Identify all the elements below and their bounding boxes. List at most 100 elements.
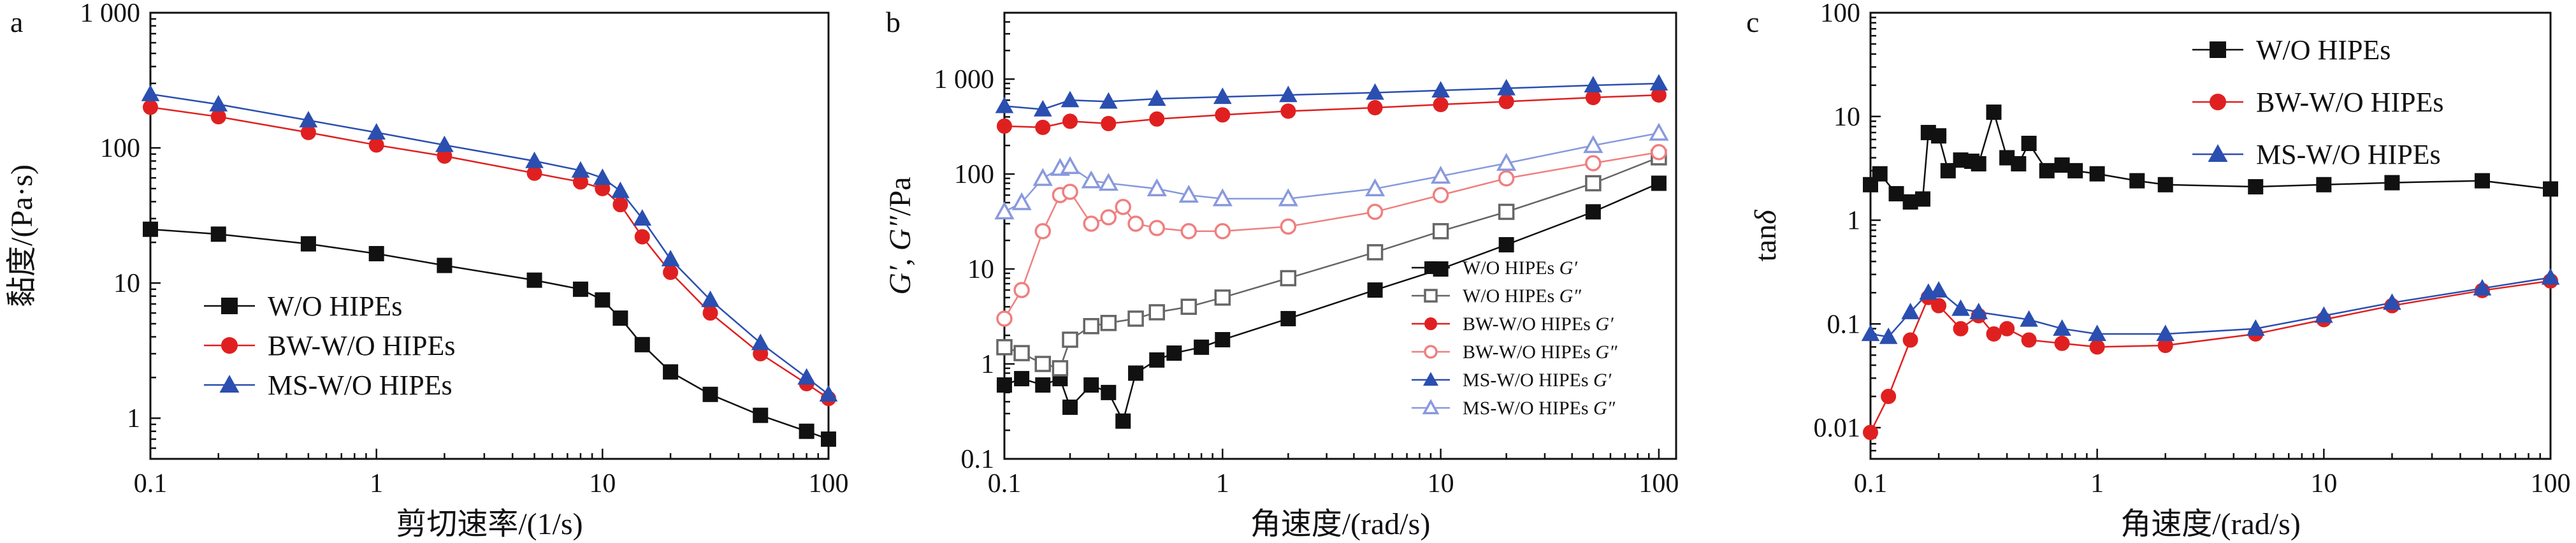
legend-marker [221,298,238,314]
data-point [1062,113,1078,129]
data-point [1940,163,1956,178]
data-point [2384,175,2400,191]
data-point [1127,215,1144,232]
data-point [2067,163,2083,178]
data-point [1367,99,1383,115]
data-point [1931,298,1947,314]
data-point [435,135,454,152]
data-point [1969,303,1988,319]
series-line [1004,132,1660,213]
data-point [2088,324,2107,342]
x-tick-label: 10 [1428,469,1454,498]
y-tick-label: 0.01 [1814,414,1861,443]
data-point [1861,324,1880,342]
data-point [437,257,452,273]
x-tick-label: 1 [2090,469,2104,498]
legend-entry: BW-W/O HIPEs [268,330,456,361]
y-tick-label: 100 [954,160,994,189]
data-point [1035,377,1051,393]
data-point [1585,89,1601,105]
data-point [1999,321,2015,337]
data-point [663,364,679,380]
y-tick-label: 10 [1834,103,1860,132]
data-point [1497,78,1516,96]
data-point [1649,122,1669,141]
data-point [611,181,630,198]
data-point [1062,184,1078,200]
series-bw-w-o-hipes-g2 [996,144,1667,327]
data-point [300,236,316,252]
data-point [1364,178,1386,197]
data-point [1194,339,1210,355]
legend-marker [1424,261,1437,274]
x-tick-label: 100 [809,469,849,498]
data-point [1931,128,1947,144]
x-tick-label: 0.1 [988,469,1022,498]
data-point [1178,184,1199,203]
plot-frame [1869,11,2552,460]
data-point [1101,384,1117,400]
y-tick-label: 10 [967,255,994,284]
series-line [1870,277,2551,338]
y-axis-label: G′, G″/Pa [883,177,917,294]
data-point [1062,399,1078,415]
plot-frame [1003,11,1677,460]
series-line [150,228,829,440]
data-point [1034,223,1052,240]
data-point [1278,188,1298,206]
panel-letter: c [1746,6,1759,38]
data-point [2316,177,2332,192]
data-point [1148,304,1166,321]
series-line [150,93,829,395]
data-point [2157,177,2173,192]
data-point [1496,152,1517,171]
x-tick-label: 0.1 [1854,469,1888,498]
data-point [997,377,1012,393]
data-point [2011,156,2027,171]
data-point [1213,87,1232,105]
data-point [2053,319,2071,336]
data-point [2383,293,2401,310]
legend-entry: W/O HIPEs [2256,34,2391,66]
y-tick-label: 1 [981,350,994,379]
legend: W/O HIPEs G′ W/O HIPEs G″ BW-W/O HIPEs G′ B… [1412,257,1617,419]
plot-frame [149,11,830,460]
legend-entry: W/O HIPEs [268,291,402,322]
data-point [997,118,1012,134]
legend-entry: W/O HIPEs G′ [1463,257,1577,279]
data-point [1128,365,1144,381]
data-point [2089,339,2105,355]
data-point [143,221,158,237]
data-point [701,290,720,307]
data-point [1013,282,1030,298]
data-point [1101,115,1117,131]
x-axis-label: 角速度/(rad/s) [2120,507,2301,541]
data-point [1180,223,1198,240]
data-point [1986,326,2002,342]
data-point [1034,356,1052,372]
data-point [1888,185,1904,201]
data-point [2129,173,2145,189]
data-point [1585,155,1602,171]
data-point [2541,268,2560,285]
data-point [1149,352,1165,368]
x-tick-label: 1 [1216,469,1229,498]
legend-entry: MS-W/O HIPEs G′ [1463,370,1612,391]
data-point [1498,237,1514,253]
data-point [526,272,542,288]
data-point [819,385,838,402]
y-tick-label: 100 [1820,0,1860,28]
data-point [2474,173,2490,189]
data-point [1366,203,1384,221]
data-point [1902,332,1918,348]
data-point [526,165,542,181]
data-point [1147,89,1166,106]
y-tick-label: 1 [1847,206,1860,236]
data-point [1432,223,1449,240]
y-axis-label: tanδ [1749,210,1783,262]
y-tick-label: 1 [127,404,140,433]
data-point [1280,103,1296,119]
data-point [368,245,384,261]
y-tick-label: 0.1 [961,445,995,474]
data-point [1971,156,1986,171]
